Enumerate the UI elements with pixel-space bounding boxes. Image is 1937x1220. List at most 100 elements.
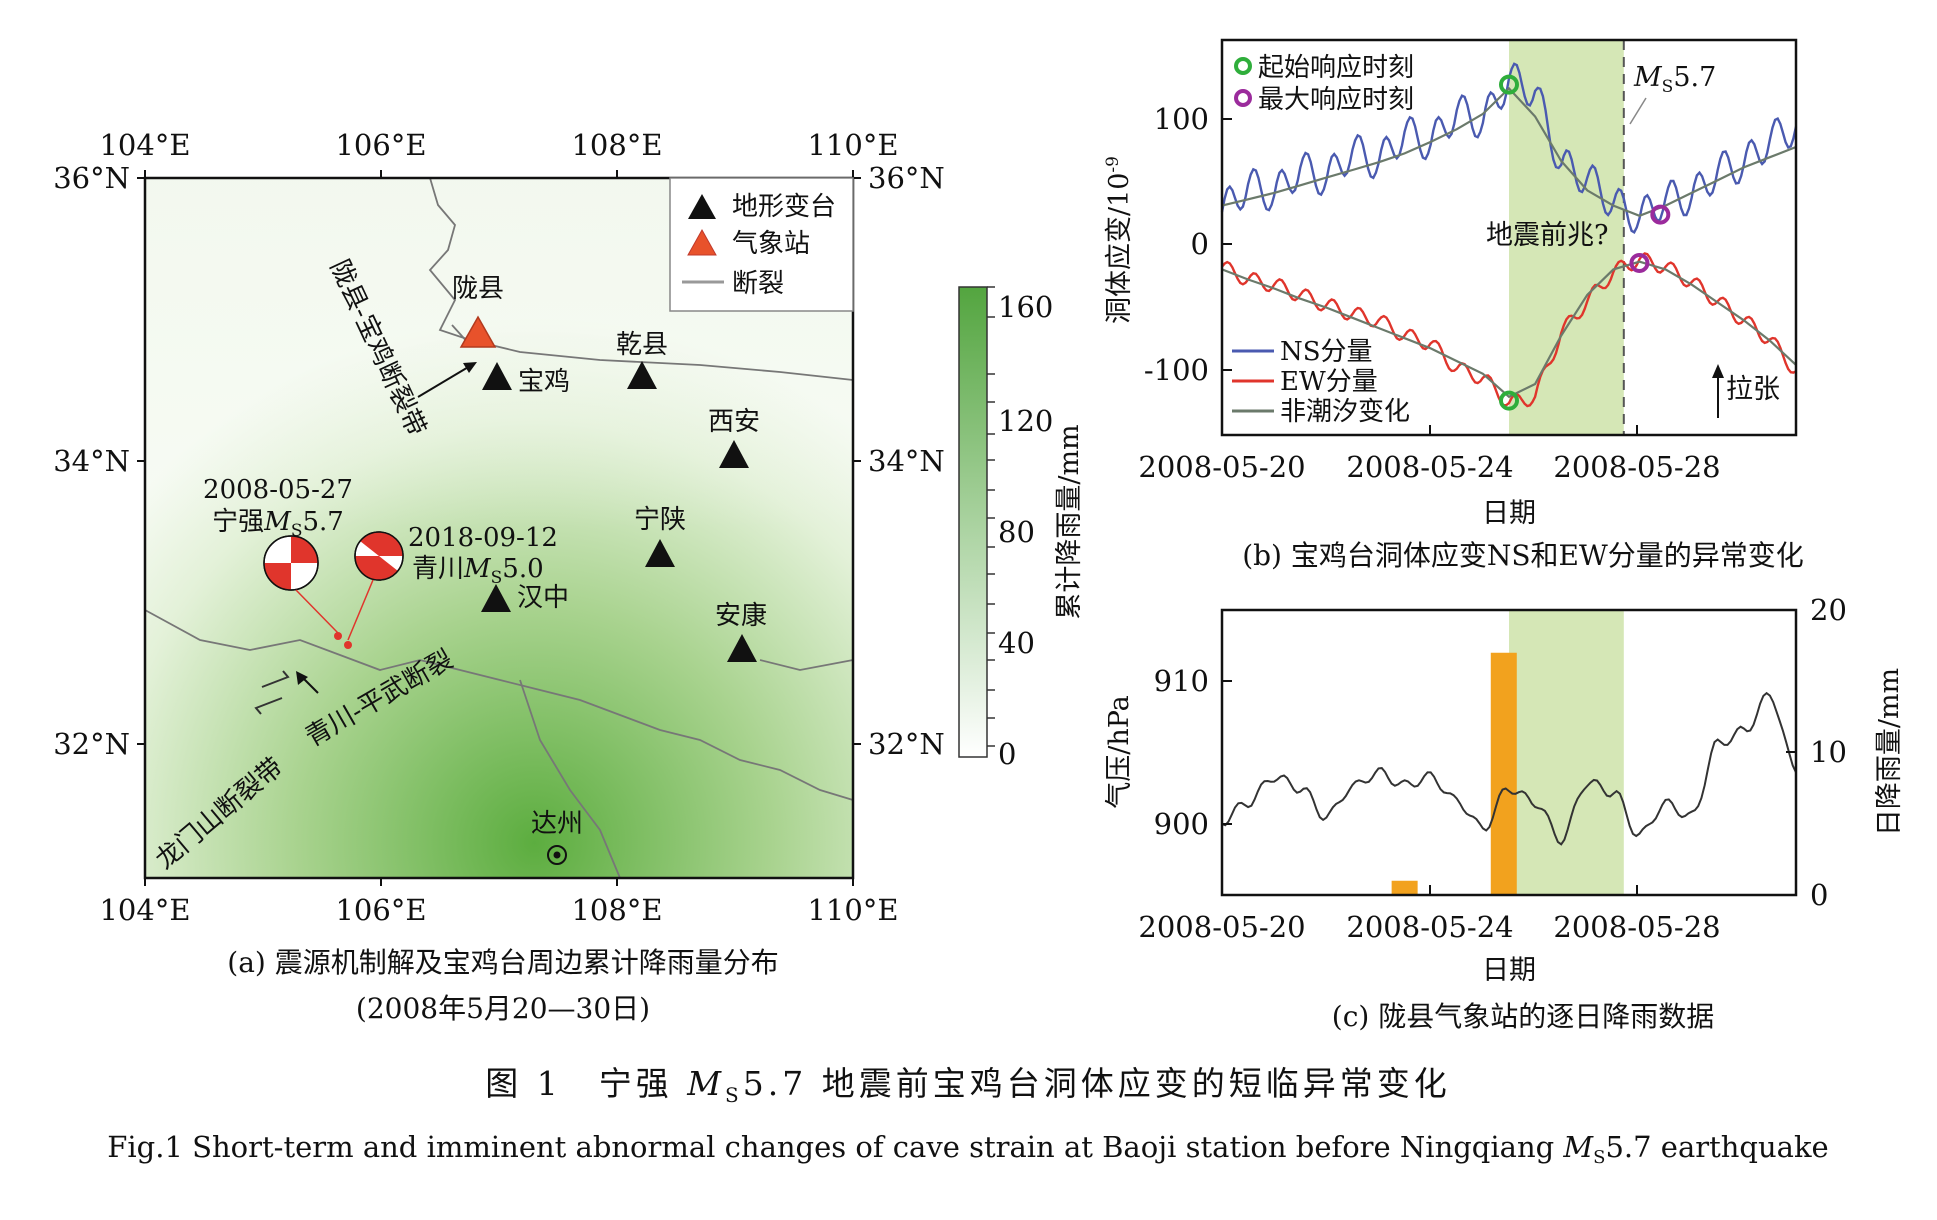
legend-fault-label: 断裂 xyxy=(732,269,784,299)
station-ankang xyxy=(727,634,757,662)
legend-ew-label: EW分量 xyxy=(1280,367,1378,397)
onset-marker-ew xyxy=(1499,390,1519,411)
lat-right-34: 34°N xyxy=(868,444,945,478)
lon-bottom-110: 110°E xyxy=(807,893,898,927)
station-ningshan xyxy=(645,539,675,567)
colorbar-ticks xyxy=(987,286,995,747)
lat-left-32: 32°N xyxy=(53,727,130,761)
province-boundaries xyxy=(144,177,854,879)
rain-bar xyxy=(1391,880,1418,895)
c-rtick-20: 20 xyxy=(1810,593,1847,627)
plot-frame-b xyxy=(1220,38,1798,437)
b-xtick-0520: 2008-05-20 xyxy=(1138,450,1305,484)
figure-title-en: Fig.1 Short-term and imminent abnormal c… xyxy=(107,1130,1828,1168)
beachball-qingchuan xyxy=(354,531,404,581)
fault-arrow-shaft xyxy=(417,365,471,398)
city-dazhou: 达州 xyxy=(531,809,583,839)
leader-ningqiang xyxy=(295,589,339,634)
leader-qingchuan xyxy=(347,579,374,641)
c-ltick-900: 900 xyxy=(1154,807,1209,841)
stations: 陇县 宝鸡 乾县 西安 宁陕 汉中 安康 达州 xyxy=(452,274,767,865)
c-ylabel-left: 气压/hPa xyxy=(1104,695,1135,809)
anomaly-shade-c xyxy=(1509,610,1624,895)
legend-ns-label: NS分量 xyxy=(1280,337,1373,367)
caption-a-line2: (2008年5月20—30日) xyxy=(356,992,650,1025)
city-hanzhong: 汉中 xyxy=(517,583,569,613)
city-dazhou-marker xyxy=(547,845,567,865)
panel-c-meteo: 910 900 20 10 0 2008-05-20 2008-05-24 20… xyxy=(1104,593,1905,986)
panel-a-map: 104°E 106°E 108°E 110°E 104°E 106°E 108°… xyxy=(53,128,945,927)
qingchuan-arrow-head xyxy=(296,671,308,685)
legend-deformation-triangle xyxy=(688,194,716,219)
lat-left-34: 34°N xyxy=(53,444,130,478)
epicenter-qingchuan xyxy=(344,641,352,649)
lon-top-110: 110°E xyxy=(807,128,898,162)
lon-bottom-106: 106°E xyxy=(335,893,426,927)
colorbar-label: 累计降雨量/mm xyxy=(1054,424,1085,619)
peak-marker-ns xyxy=(1650,204,1671,225)
fault-arrow-head xyxy=(463,362,477,373)
c-xtick-0528: 2008-05-28 xyxy=(1553,910,1720,944)
figure-title-cn: 图 1 宁强 MS5.7 地震前宝鸡台洞体应变的短临异常变化 xyxy=(485,1064,1450,1107)
b-ytick-marks xyxy=(1221,118,1638,435)
colorbar-tick-160: 160 xyxy=(998,290,1053,324)
panel-b-strain: 100 0 -100 2008-05-20 2008-05-24 2008-05… xyxy=(1103,38,1798,529)
onset-marker-ns xyxy=(1499,74,1519,95)
caption-a-line1: (a) 震源机制解及宝鸡台周边累计降雨量分布 xyxy=(227,946,778,979)
station-xian xyxy=(719,440,749,468)
colorbar-tick-120: 120 xyxy=(998,404,1053,438)
station-hanzhong xyxy=(481,584,511,612)
pressure-series xyxy=(1221,691,1797,846)
legend-peak-icon xyxy=(1234,89,1252,107)
event-date-qingchuan: 2018-09-12 xyxy=(408,523,558,553)
b-ytick-0: 0 xyxy=(1191,227,1209,261)
b-ylabel: 洞体应变/10-9 xyxy=(1103,156,1135,324)
rain-bars xyxy=(1391,652,1517,895)
c-tick-marks xyxy=(1221,609,1796,896)
strike-slip-arrows xyxy=(254,670,290,715)
station-qianxian xyxy=(627,361,657,389)
caption-b: (b) 宝鸡台洞体应变NS和EW分量的异常变化 xyxy=(1242,539,1804,572)
quake-label-leader xyxy=(1629,97,1647,125)
station-baoji xyxy=(482,362,512,390)
legend-meteo-triangle xyxy=(687,228,717,256)
legend-trend-label: 非潮汐变化 xyxy=(1280,397,1410,427)
legend-peak-label: 最大响应时刻 xyxy=(1258,85,1414,115)
city-ningshan: 宁陕 xyxy=(634,505,686,535)
city-longxian: 陇县 xyxy=(452,274,504,304)
lon-top-104: 104°E xyxy=(99,128,190,162)
tension-label: 拉张 xyxy=(1726,374,1780,405)
legend-onset-label: 起始响应时刻 xyxy=(1258,53,1414,83)
meteo-station-longxian xyxy=(459,315,497,348)
b-xlabel: 日期 xyxy=(1482,498,1536,529)
trend-ew-line xyxy=(1221,260,1797,399)
legend-meteo-label: 气象站 xyxy=(732,229,810,259)
b-ytick-100: 100 xyxy=(1154,102,1209,136)
trend-ns-line xyxy=(1221,86,1797,217)
anomaly-text: 地震前兆? xyxy=(1486,220,1608,251)
b-ytick-neg100: -100 xyxy=(1144,353,1209,387)
c-xtick-0520: 2008-05-20 xyxy=(1138,910,1305,944)
colorbar: 160 120 80 40 0 累计降雨量/mm xyxy=(958,286,1085,771)
b-xtick-0528: 2008-05-28 xyxy=(1553,450,1720,484)
beachball-ningqiang xyxy=(263,535,319,591)
rain-bar xyxy=(1490,652,1517,895)
b-xtick-0524: 2008-05-24 xyxy=(1346,450,1513,484)
quake-label: MS5.7 xyxy=(1633,62,1716,97)
event-date-ningqiang: 2008-05-27 xyxy=(203,475,353,505)
lon-top-106: 106°E xyxy=(335,128,426,162)
map-frame xyxy=(143,176,855,880)
lon-bottom-104: 104°E xyxy=(99,893,190,927)
c-rtick-0: 0 xyxy=(1810,878,1828,912)
c-xlabel: 日期 xyxy=(1482,955,1536,986)
colorbar-gradient xyxy=(958,286,988,758)
ew-series-line xyxy=(1221,252,1797,408)
c-ylabel-right: 日降雨量/mm xyxy=(1874,668,1905,836)
lon-bottom-108: 108°E xyxy=(571,893,662,927)
city-qianxian: 乾县 xyxy=(616,330,668,360)
event-name-qingchuan: 青川MS5.0 xyxy=(412,554,544,588)
c-xtick-0524: 2008-05-24 xyxy=(1346,910,1513,944)
epicenter-ningqiang xyxy=(334,632,342,640)
map-legend: 地形变台 气象站 断裂 xyxy=(669,177,854,312)
